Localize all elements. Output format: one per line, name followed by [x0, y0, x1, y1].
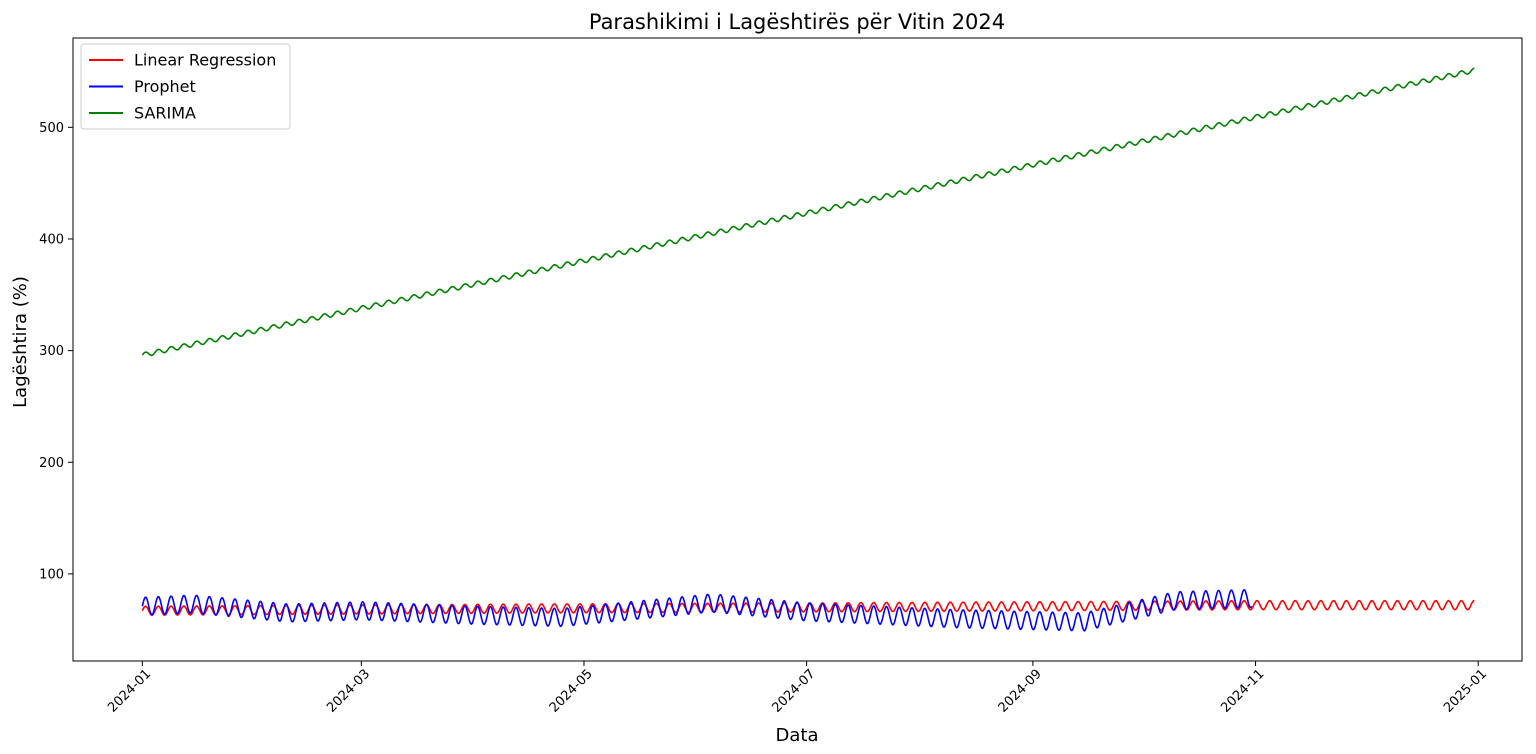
legend-label: SARIMA	[134, 104, 196, 123]
y-tick-label: 200	[39, 456, 64, 471]
legend-label: Linear Regression	[134, 51, 276, 70]
legend-box	[80, 43, 291, 130]
series-line-prophet	[141, 588, 1253, 632]
x-axis: 2024-01 2024-03 2024-05 2024-07 2024-09 2024-…	[105, 661, 1490, 716]
y-tick-label: 300	[39, 344, 64, 359]
x-tick-label: 2024-05	[547, 667, 596, 716]
y-axis: 100 200 300 400 500	[39, 121, 73, 582]
series-line-sarima	[141, 67, 1475, 357]
y-axis-title: Lagështira (%)	[10, 276, 31, 408]
y-tick-label: 100	[39, 567, 64, 582]
plot-frame	[72, 37, 1523, 662]
chart-title: Parashikimi i Lagështirës për Vitin 2024	[589, 10, 1005, 34]
y-tick-label: 400	[39, 232, 64, 247]
x-tick-label: 2024-03	[324, 667, 373, 716]
x-tick-label: 2024-01	[105, 667, 154, 716]
legend: Linear Regression Prophet SARIMA	[80, 43, 291, 130]
legend-label: Prophet	[134, 77, 196, 96]
x-tick-label: 2025-01	[1441, 667, 1490, 716]
x-tick-label: 2024-07	[769, 667, 818, 716]
x-axis-title: Data	[776, 725, 819, 746]
x-tick-label: 2024-11	[1218, 667, 1267, 716]
plot-area	[141, 67, 1475, 632]
x-tick-label: 2024-09	[996, 667, 1045, 716]
y-tick-label: 500	[39, 121, 64, 136]
